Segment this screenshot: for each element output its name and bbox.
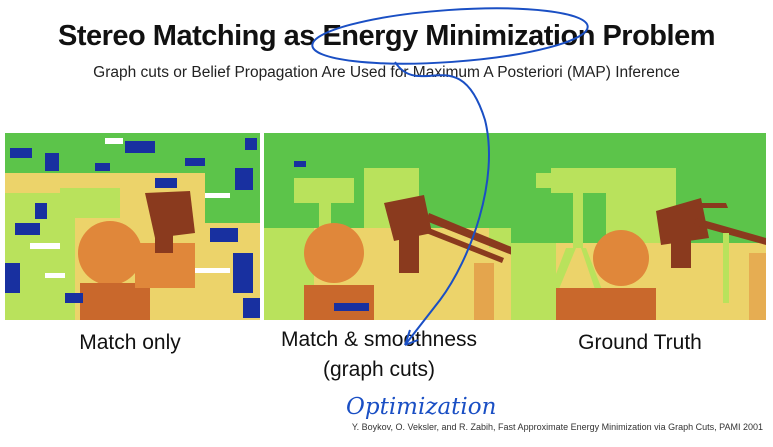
disparity-map-ground-truth (511, 133, 766, 320)
caption-graph-cuts: (graph cuts) (322, 358, 436, 381)
disparity-map-match-only (5, 133, 260, 320)
citation: Y. Boykov, O. Veksler, and R. Zabih, Fas… (351, 422, 763, 432)
disparity-map-graph-cuts (264, 133, 519, 320)
slide-title: Stereo Matching as Energy Minimization P… (57, 20, 716, 52)
handwritten-optimization: Optimization (346, 394, 496, 420)
caption-ground-truth: Ground Truth (578, 331, 702, 354)
caption-match-only: Match only (79, 331, 181, 354)
slide-subtitle: Graph cuts or Belief Propagation Are Use… (93, 64, 680, 81)
caption-match-smoothness: Match & smoothness (280, 328, 478, 351)
